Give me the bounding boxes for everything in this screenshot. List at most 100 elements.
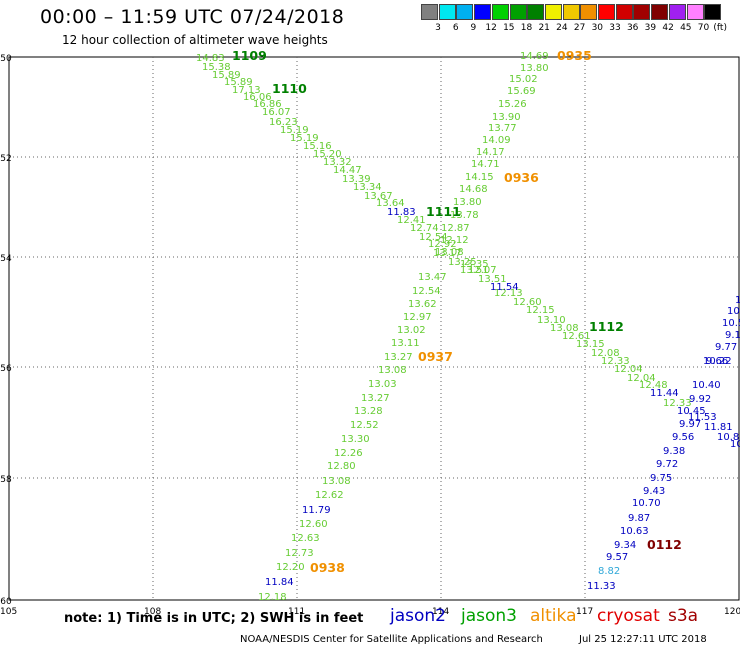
wave-height-value: 12.15 [526, 305, 555, 316]
wave-height-value: 13.17 [433, 248, 462, 259]
wave-height-value: 13.51 [460, 265, 489, 276]
wave-height-value: 9.57 [606, 552, 628, 563]
wave-height-value: 9.92 [689, 394, 711, 405]
scale-swatch [633, 4, 651, 20]
generated-timestamp: Jul 25 12:27:11 UTC 2018 [579, 634, 707, 645]
wave-height-value: 12.04 [627, 373, 656, 384]
wave-height-value: 12.52 [350, 420, 379, 431]
wave-height-value: 11.54 [490, 282, 519, 293]
wave-height-value: 10.22 [703, 356, 732, 367]
wave-height-value: 11.83 [387, 207, 416, 218]
wave-height-value: 10.8 [717, 432, 739, 443]
wave-height-value: 13.28 [354, 406, 383, 417]
wave-height-value: 9.38 [663, 446, 685, 457]
scale-swatch [438, 4, 456, 20]
wave-height-value: 9.72 [656, 459, 678, 470]
wave-height-value: 11.81 [704, 422, 733, 433]
wave-height-value: 12.62 [315, 490, 344, 501]
wave-height-value: 10.45 [677, 406, 706, 417]
longitude-label: 108 [144, 607, 161, 617]
scale-label: 24 [556, 23, 568, 33]
pass-time-label: 1109 [232, 48, 267, 63]
pass-time-label: 0938 [310, 560, 345, 575]
scale-unit: (ft) [713, 23, 727, 33]
wave-height-value: 14.71 [471, 159, 500, 170]
wave-height-value: 13.80 [453, 197, 482, 208]
wave-height-value: 9.77 [715, 342, 737, 353]
pass-time-label: 1112 [589, 319, 624, 334]
wave-height-value: 16.23 [269, 117, 298, 128]
pass-time-label: 0936 [504, 170, 539, 185]
wave-height-value: 12.04 [614, 364, 643, 375]
wave-height-value: 12.74 [410, 223, 439, 234]
wave-height-value: 13.34 [353, 182, 382, 193]
wave-height-value: 13.03 [368, 379, 397, 390]
wave-height-value: 13.02 [397, 325, 426, 336]
longitude-label: 120 [724, 607, 740, 617]
axis-labels: 105 108 111 114 117 120 -50 -52 -54 -56 -58 -60 [0, 54, 740, 617]
wave-height-value: 9.43 [643, 486, 665, 497]
wave-height-value: 12.60 [299, 519, 328, 530]
wave-height-value: 11.53 [688, 412, 717, 423]
wave-height-value: 9.19 [725, 330, 740, 341]
scale-swatch [456, 4, 474, 20]
wave-height-value: 13.35 [460, 259, 489, 270]
wave-height-value: 15.19 [290, 133, 319, 144]
scale-swatch [580, 4, 598, 20]
wave-height-value: 10 [730, 439, 740, 450]
wave-height-value: 12.20 [276, 562, 305, 573]
credit-line: NOAA/NESDIS Center for Satellite Applica… [240, 634, 543, 645]
wave-height-value: 8.82 [598, 566, 620, 577]
pass-time-label: 0937 [418, 349, 453, 364]
satellite-legend-item: altika [530, 606, 577, 626]
wave-height-value: 12.13 [494, 288, 523, 299]
scale-swatch [491, 4, 509, 20]
pass-time-label: 0112 [647, 537, 682, 552]
wave-height-value: 10.63 [620, 526, 649, 537]
wave-height-value: 15.89 [212, 70, 241, 81]
wave-height-value: 13.62 [408, 299, 437, 310]
scale-swatch [421, 4, 438, 20]
wave-height-value: 17.13 [232, 85, 261, 96]
wave-height-value: 14.17 [476, 147, 505, 158]
wave-height-value: 10.40 [692, 380, 721, 391]
wave-height-value: 13.77 [488, 123, 517, 134]
wave-height-value: 12.54 [412, 286, 441, 297]
wave-height-value: 9.75 [650, 473, 672, 484]
scale-label: 15 [503, 23, 515, 33]
latitude-label: -58 [0, 475, 12, 485]
wave-height-value: 16.06 [243, 92, 272, 103]
wave-height-value: 16.07 [262, 107, 291, 118]
wave-height-value: 12.48 [639, 380, 668, 391]
scale-label: 33 [609, 23, 621, 33]
wave-height-value: 12.92 [428, 239, 457, 250]
wave-height-value: 13.15 [576, 339, 605, 350]
wave-height-value: 12.87 [441, 223, 470, 234]
pass-time-label: 1111 [426, 204, 461, 219]
wave-height-value: 13.47 [418, 272, 447, 283]
wave-height-value: 12.18 [258, 592, 287, 603]
wave-height-value: 13.39 [342, 174, 371, 185]
wave-height-value: 14.69 [520, 51, 549, 62]
longitude-label: 114 [432, 607, 449, 617]
wave-height-value: 13.25 [448, 257, 477, 268]
wave-height-value: 9.97 [679, 419, 701, 430]
wave-height-value: 13.90 [492, 112, 521, 123]
wave-height-value: 10. [727, 306, 740, 317]
wave-height-value: 12.26 [334, 448, 363, 459]
wave-height-value: 13.80 [520, 63, 549, 74]
scale-swatch [651, 4, 669, 20]
wave-height-value: 13.51 [478, 274, 507, 285]
wave-height-value: 12.73 [285, 548, 314, 559]
wave-height-value: 12.33 [601, 356, 630, 367]
wave-height-value: 13.11 [391, 338, 420, 349]
wave-height-value: 15.20 [313, 149, 342, 160]
wave-height-value: 10.70 [632, 498, 661, 509]
pass-time-labels: 1109 1110 1111 1112 0935 0936 0937 0938 0112 [232, 48, 682, 575]
wave-height-value: 14.09 [482, 135, 511, 146]
wave-height-value: 9.66 [706, 356, 728, 367]
longitude-label: 117 [576, 607, 593, 617]
latitude-label: -52 [0, 154, 12, 164]
wave-height-value: 13.30 [341, 434, 370, 445]
